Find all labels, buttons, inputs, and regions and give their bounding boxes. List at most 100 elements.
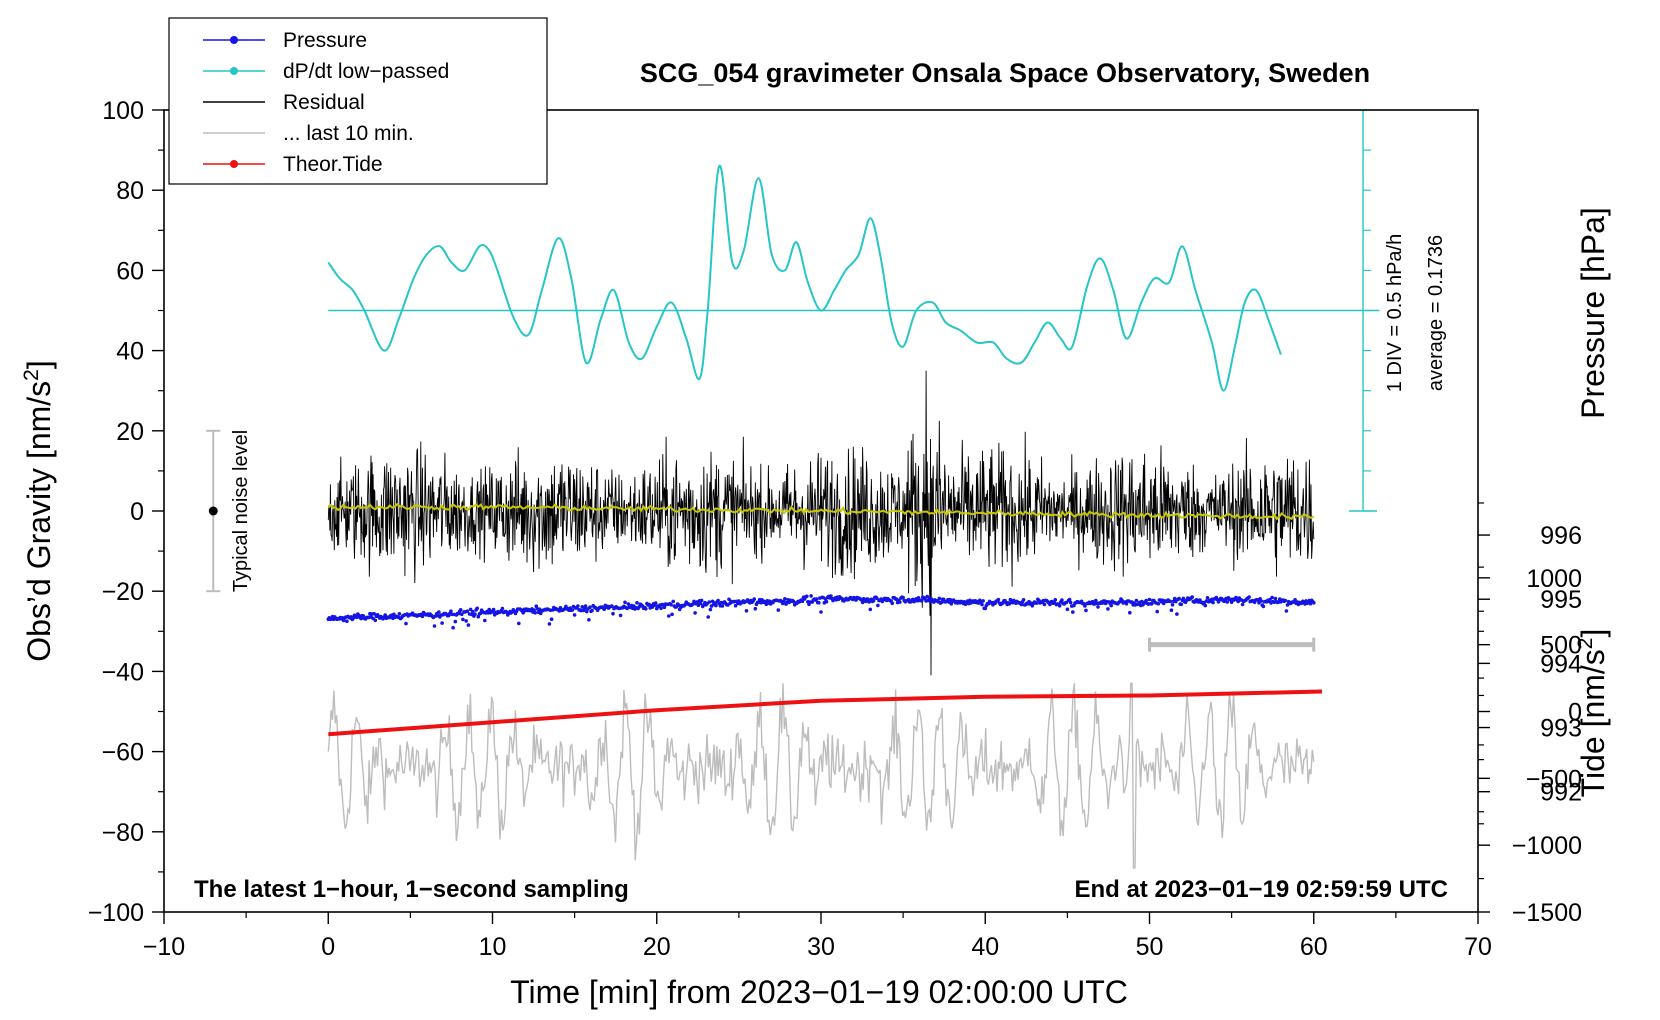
tide-tick-label: 0 [1568,699,1582,727]
pressure-point [1190,595,1194,599]
pressure-tick-label: 995 [1540,586,1582,614]
pressure-point [451,625,455,630]
pressure-point [1144,598,1148,603]
pressure-point [1065,607,1070,612]
pressure-point [981,599,985,603]
pressure-point [983,606,988,611]
pressure-point [1284,609,1289,613]
dpdt-series-line [327,165,1282,392]
pressure-tick-label: 994 [1540,650,1582,678]
pressure-point [576,604,580,608]
pressure-point [1156,601,1161,606]
plot-area [206,109,1380,869]
pressure-point [458,608,463,612]
pressure-point [1068,600,1073,605]
legend: Pressure dP/dt low−passed Residual ... last… [168,17,548,185]
pressure-point [692,599,696,604]
pressure-point [1084,608,1088,613]
pressure-point [440,621,444,625]
pressure-point [465,609,470,613]
pressure-point [1168,599,1173,604]
pressure-point [466,623,471,627]
pressure-point [1053,598,1058,602]
noise-bar-dot [208,506,218,516]
legend-swatch-marker [230,160,238,168]
pressure-point [1203,603,1208,608]
pressure-point [805,594,809,599]
y-tick-label: 60 [116,257,144,285]
pressure-point [814,597,819,601]
pressure-point [809,594,813,598]
pressure-point [868,607,873,612]
pressure-point [800,599,805,603]
pressure-point [468,607,473,612]
pressure-point [670,612,674,617]
x-tick-label: −10 [143,933,185,961]
legend-box [168,17,548,185]
pressure-point [901,595,905,600]
y-left-title-main: Obs’d Gravity [nm/s [21,381,57,662]
pressure-point [752,597,756,601]
pressure-point [819,610,823,614]
pressure-point [662,605,667,609]
y-axis-tide-title: Tide [nm/s2] [1574,629,1611,798]
pressure-point [1169,608,1174,612]
pressure-point [549,617,554,621]
pressure-point [372,612,377,616]
pressure-point [1225,600,1229,604]
pressure-point [824,599,829,604]
pressure-point [464,619,469,623]
pressure-point [714,603,718,608]
pressure-point [635,601,639,605]
pressure-point [449,609,453,613]
pressure-point [383,613,388,617]
tide-tick-label: −500 [1526,765,1582,793]
pressure-point [359,616,363,621]
x-tick-label: 20 [643,933,671,961]
average-label: average = 0.1736 [1425,235,1447,391]
pressure-point [890,601,894,605]
pressure-point [483,618,487,623]
pressure-point [611,611,615,616]
pressure-point [876,603,880,608]
pressure-point [996,597,1001,602]
y-left-title-end: ] [21,360,57,369]
pressure-point [708,607,713,612]
pressure-point [626,602,631,606]
tide-tick-label: −1000 [1512,832,1582,860]
pressure-point [753,606,758,611]
pressure-point [460,612,464,617]
chart-title: SCG_054 gravimeter Onsala Space Observat… [640,58,1370,88]
last10-series-line [327,682,1315,869]
legend-label: Residual [283,91,365,114]
pressure-point [533,611,537,615]
pressure-point [1174,599,1178,604]
pressure-point [373,618,378,623]
pressure-point [1083,604,1087,608]
pressure-point [588,605,592,609]
pressure-point [706,615,710,619]
pressure-point [898,600,902,604]
x-tick-label: 40 [971,933,999,961]
pressure-point [461,617,465,622]
pressure-point [1155,609,1159,614]
pressure-point [871,598,876,603]
pressure-point [1109,603,1113,608]
y-left-title-sup: 2 [20,369,43,381]
legend-label: ... last 10 min. [283,122,414,145]
tide-series-line [328,689,1323,737]
legend-items: Pressure dP/dt low−passed Residual ... last… [203,29,449,176]
pressure-point [653,601,658,605]
pressure-point [1042,602,1047,607]
pressure-point [623,600,627,605]
y-tick-label: −20 [102,578,144,606]
pressure-point [1071,610,1075,614]
pressure-tick-label: 996 [1540,522,1582,550]
pressure-point [659,606,663,611]
x-tick-label: 30 [807,933,835,961]
legend-label: Theor.Tide [283,153,383,176]
pressure-point [1240,602,1245,607]
pressure-point [547,622,552,626]
pressure-point [644,607,648,611]
